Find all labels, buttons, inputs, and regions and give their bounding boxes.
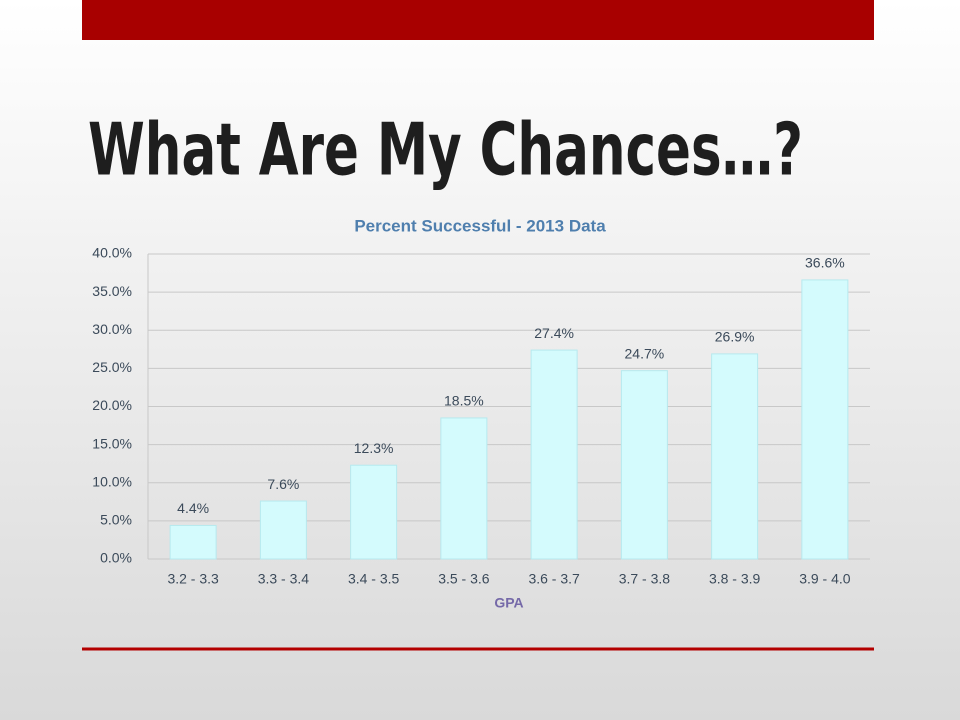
chart-title: Percent Successful - 2013 Data <box>354 216 606 235</box>
y-tick-label: 20.0% <box>92 397 132 413</box>
x-tick-label: 3.6 - 3.7 <box>528 571 580 587</box>
plot: 0.0% 5.0% 10.0% 15.0% 20.0% 25.0% 30.0% 35.0% 40… <box>92 245 870 587</box>
x-tick-label: 3.2 - 3.3 <box>167 571 219 587</box>
x-tick-label: 3.9 - 4.0 <box>799 571 851 587</box>
x-tick-label: 3.7 - 3.8 <box>619 571 671 587</box>
bar <box>440 417 488 560</box>
bar <box>169 524 217 560</box>
value-label: 4.4% <box>177 500 209 516</box>
top-bar <box>82 0 874 40</box>
bar <box>801 279 849 560</box>
y-tick-label: 35.0% <box>92 283 132 299</box>
x-tick-label: 3.3 - 3.4 <box>258 571 310 587</box>
x-tick-label: 3.5 - 3.6 <box>438 571 490 587</box>
bar <box>530 349 578 560</box>
value-label: 24.7% <box>625 345 665 361</box>
value-label: 27.4% <box>534 325 574 341</box>
y-tick-label: 0.0% <box>100 550 132 566</box>
value-label: 18.5% <box>444 393 484 409</box>
slide-title: What Are My Chances…? <box>88 108 803 192</box>
bar <box>620 370 668 560</box>
value-label: 12.3% <box>354 440 394 456</box>
x-tick-label: 3.8 - 3.9 <box>709 571 761 587</box>
y-tick-label: 30.0% <box>92 321 132 337</box>
value-label: 36.6% <box>805 255 845 271</box>
bar <box>259 500 307 560</box>
value-label: 26.9% <box>715 329 755 345</box>
y-tick-label: 15.0% <box>92 435 132 451</box>
bar <box>350 464 398 560</box>
y-tick-label: 10.0% <box>92 473 132 489</box>
x-axis-label: GPA <box>494 595 523 611</box>
bar <box>711 353 759 560</box>
y-tick-label: 5.0% <box>100 512 132 528</box>
y-tick-label: 40.0% <box>92 245 132 261</box>
y-tick-label: 25.0% <box>92 359 132 375</box>
x-tick-label: 3.4 - 3.5 <box>348 571 400 587</box>
value-label: 7.6% <box>267 476 299 492</box>
